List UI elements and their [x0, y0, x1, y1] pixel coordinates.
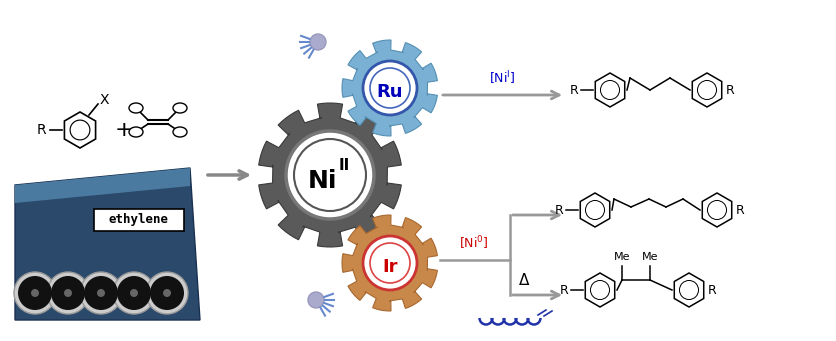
Text: Ru: Ru — [376, 83, 403, 101]
Text: +: + — [115, 120, 133, 140]
Text: Me: Me — [613, 252, 630, 262]
Circle shape — [370, 68, 410, 108]
Text: [Ni$^{\rm 0}$]: [Ni$^{\rm 0}$] — [459, 235, 488, 252]
Circle shape — [286, 131, 374, 219]
Ellipse shape — [129, 103, 143, 113]
Circle shape — [113, 272, 155, 314]
Circle shape — [363, 236, 416, 290]
Circle shape — [14, 272, 56, 314]
Polygon shape — [15, 168, 190, 203]
Text: R: R — [707, 283, 716, 297]
Polygon shape — [342, 40, 437, 136]
Circle shape — [370, 243, 410, 283]
Circle shape — [163, 289, 171, 297]
Text: R: R — [559, 283, 568, 297]
Text: Ni: Ni — [308, 169, 338, 193]
Circle shape — [150, 276, 184, 310]
Text: ethylene: ethylene — [109, 213, 169, 226]
Text: [Ni$^{\rm I}$]: [Ni$^{\rm I}$] — [488, 70, 515, 87]
Polygon shape — [15, 168, 200, 320]
Text: R: R — [554, 204, 563, 217]
Text: $\Delta$: $\Delta$ — [517, 272, 529, 288]
Text: Ir: Ir — [382, 258, 397, 276]
Circle shape — [363, 61, 416, 115]
FancyBboxPatch shape — [94, 209, 184, 231]
Circle shape — [47, 272, 89, 314]
Circle shape — [97, 289, 104, 297]
Ellipse shape — [129, 127, 143, 137]
Circle shape — [51, 276, 85, 310]
Polygon shape — [258, 103, 400, 247]
Circle shape — [80, 272, 122, 314]
Text: R: R — [725, 84, 734, 97]
Circle shape — [64, 289, 72, 297]
Text: II: II — [338, 158, 349, 173]
Text: X: X — [99, 93, 110, 107]
Circle shape — [308, 292, 324, 308]
Text: R: R — [569, 84, 579, 97]
Circle shape — [130, 289, 138, 297]
Text: R: R — [36, 123, 46, 137]
Ellipse shape — [173, 103, 186, 113]
Circle shape — [309, 34, 325, 50]
Circle shape — [84, 276, 118, 310]
Text: Me: Me — [641, 252, 657, 262]
Circle shape — [117, 276, 150, 310]
Circle shape — [293, 139, 365, 211]
Circle shape — [31, 289, 39, 297]
Circle shape — [18, 276, 52, 310]
Text: R: R — [735, 204, 744, 217]
Polygon shape — [342, 215, 437, 311]
Circle shape — [145, 272, 188, 314]
Ellipse shape — [173, 127, 186, 137]
